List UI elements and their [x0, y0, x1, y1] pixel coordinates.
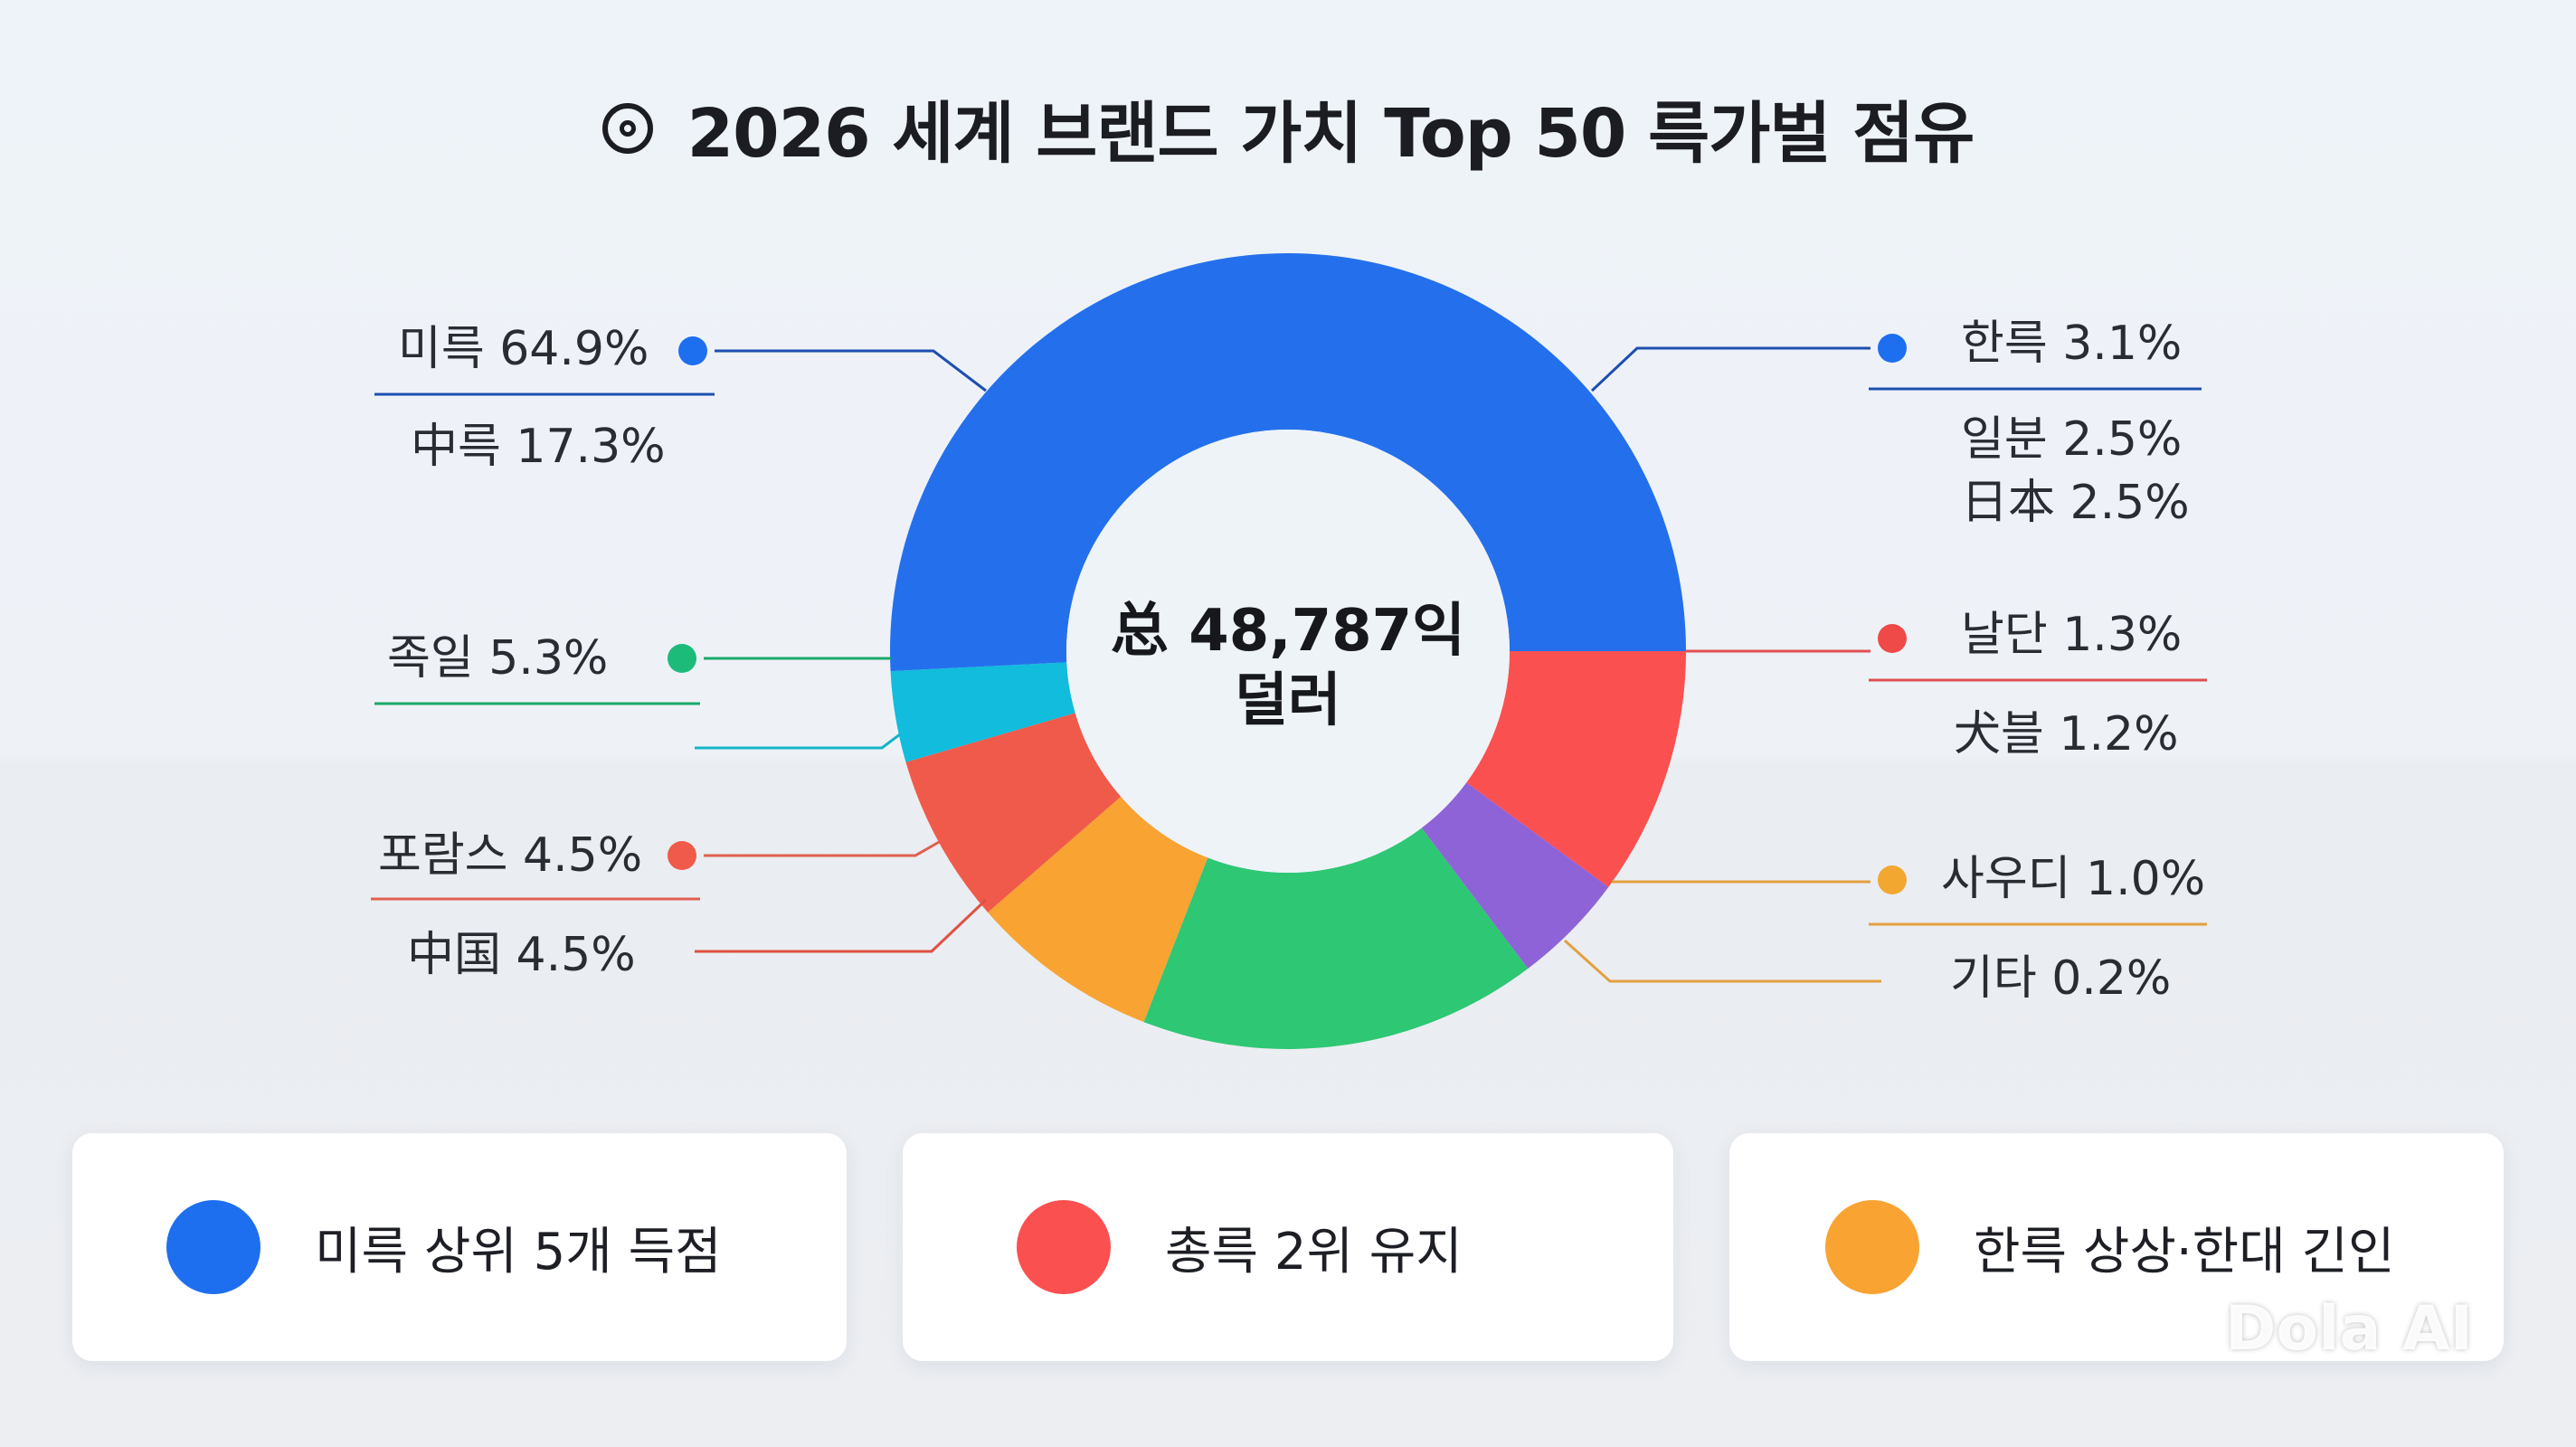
label-japan-2: 日本 2.5% [1961, 476, 2190, 530]
donut-slice-0 [1288, 253, 1686, 651]
legend-card-korea: 한륵 상상·한대 긴인 [1729, 1133, 2504, 1361]
donut-slice-1 [1466, 651, 1686, 887]
leader-germany-dot [668, 644, 696, 673]
legend-card-usa-text: 미륵 상위 5개 득점 [315, 1222, 722, 1281]
label-saudi: 사우디 1.0% [1941, 852, 2206, 906]
donut-slice-6 [890, 662, 1075, 762]
leader-cyan [695, 733, 901, 750]
leader-other [1563, 939, 1881, 983]
legend-card-korea-text: 한륵 상상·한대 긴인 [1974, 1222, 2395, 1281]
donut-slice-3 [1143, 828, 1529, 1049]
orange-dot-icon [1825, 1200, 1919, 1294]
leader-saudi-dot [1878, 865, 1907, 894]
leader-china2 [695, 898, 988, 953]
leader-usa-dot [678, 336, 707, 365]
center-total-line-1: 总 48,787익 [1110, 598, 1466, 665]
red-dot-icon [1017, 1200, 1111, 1294]
legend-card-usa: 미륵 상위 5개 득점 [72, 1133, 847, 1361]
leader-korea [1590, 346, 1870, 392]
label-korea: 한륵 3.1% [1961, 317, 2183, 371]
leader-korea-dot [1878, 334, 1907, 363]
center-total: 总 48,787익 덜러 [1062, 597, 1514, 736]
leader-netherlands-dot [1878, 624, 1907, 653]
label-france: 포람스 4.5% [378, 828, 643, 883]
donut-hole [1066, 430, 1510, 873]
label-china: 中륵 17.3% [411, 420, 666, 474]
chart-title-text: 2026 세계 브랜드 가치 Top 50 륵가벌 점유 [687, 95, 1975, 173]
leader-france-dot [668, 841, 696, 870]
legend-card-china: 총륵 2위 유지 [903, 1133, 1673, 1361]
donut-slice-2 [1421, 782, 1609, 969]
leader-france [704, 839, 942, 857]
label-switzerland: 犬블 1.2% [1954, 707, 2179, 761]
donut-slice-4 [988, 796, 1208, 1023]
center-total-line-2: 덜러 [1235, 667, 1341, 734]
label-usa: 미륵 64.9% [398, 322, 649, 376]
donut-slice-5 [905, 713, 1122, 913]
watermark: Dola AI [2225, 1293, 2473, 1365]
label-germany: 족일 5.3% [387, 631, 609, 686]
blue-dot-icon [166, 1200, 260, 1294]
donut-slice-7 [890, 253, 1288, 672]
label-netherlands: 날단 1.3% [1961, 608, 2183, 662]
chart-title: 2026 세계 브랜드 가치 Top 50 륵가벌 점유 [0, 80, 2576, 176]
label-other: 기타 0.2% [1950, 951, 2172, 1006]
legend-card-china-text: 총륵 2위 유지 [1165, 1222, 1463, 1281]
label-china-2: 中国 4.5% [407, 928, 636, 982]
target-icon [601, 102, 653, 154]
label-japan: 일분 2.5% [1961, 412, 2183, 467]
leader-usa [715, 349, 987, 392]
